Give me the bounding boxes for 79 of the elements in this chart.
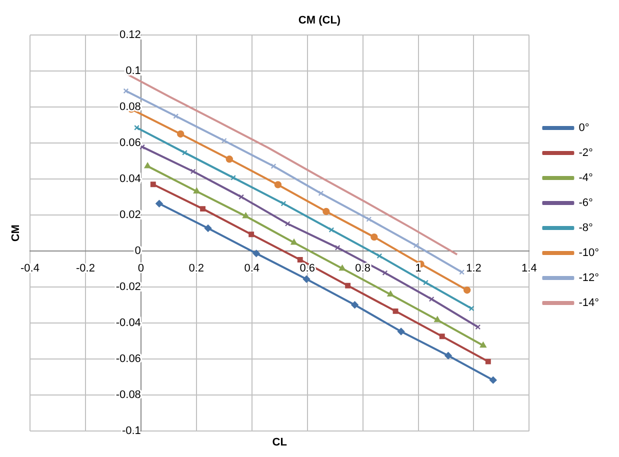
point [150,182,156,188]
point [270,163,276,169]
point [248,232,254,238]
point [238,194,244,200]
x-tick-label: 0.8 [355,262,370,275]
point [439,334,445,340]
chart-title: CM (CL) [298,14,341,27]
point [176,130,184,138]
point [413,242,419,248]
point [242,212,249,218]
x-axis-title: CL [272,436,288,449]
x-tick-label: 0.6 [300,262,315,275]
x-tick-label: 1.4 [522,262,537,275]
y-tick-label: 0.02 [120,209,141,222]
x-tick-label: -0.2 [76,262,95,275]
y-tick-label: -0.1 [122,425,141,438]
legend-label: -6° [578,197,593,210]
point [366,216,372,222]
legend-label: -10° [578,247,600,260]
point [280,200,286,206]
point [274,181,282,188]
point [302,276,310,283]
point [392,308,398,314]
y-tick-label: 0.08 [120,101,141,114]
y-axis-title: CM [10,224,22,242]
y-tick-label: -0.06 [116,353,141,366]
point [226,156,234,163]
point [284,221,290,226]
point [221,138,227,144]
y-tick-label: -0.04 [116,317,141,330]
legend-label: -8° [578,222,593,234]
y-tick-label: 0.1 [126,65,141,78]
point [322,208,330,216]
point [397,328,405,336]
point [230,174,236,180]
point [173,113,179,119]
point [193,188,200,194]
point [387,290,394,297]
point [423,280,428,286]
x-tick-label: 1 [415,262,422,275]
x-tick-label: 0.2 [188,262,204,275]
point [297,257,303,262]
point [200,206,206,212]
point [334,244,340,250]
point [428,296,434,302]
point [328,227,334,233]
point [182,150,188,156]
point [480,342,486,348]
legend-label: -2° [578,147,593,160]
legend-label: -12° [578,272,600,284]
y-tick-label: 0.12 [120,29,141,42]
point [490,376,497,384]
point [351,301,358,308]
point [204,224,212,232]
point [156,200,163,208]
point [190,168,196,174]
point [318,190,324,196]
point [345,282,351,288]
point [485,358,491,364]
point [463,286,471,294]
point [290,239,298,245]
point [339,264,346,271]
point [382,270,388,276]
point [434,316,441,322]
legend-label: 0° [578,122,590,134]
x-tick-label: 0.4 [244,262,260,275]
point [252,250,260,258]
x-tick-label: 1.2 [466,262,482,275]
legend-label: -4° [578,172,593,184]
point [376,253,382,259]
x-tick-label: -0.4 [20,262,40,275]
point [144,162,151,168]
y-tick-label: 0.06 [120,137,141,150]
y-tick-label: -0.02 [116,281,141,294]
y-tick-label: -0.08 [116,389,141,402]
point [370,233,378,241]
legend-label: -14° [578,297,600,310]
point [444,352,452,360]
y-tick-label: 0.04 [120,173,141,186]
